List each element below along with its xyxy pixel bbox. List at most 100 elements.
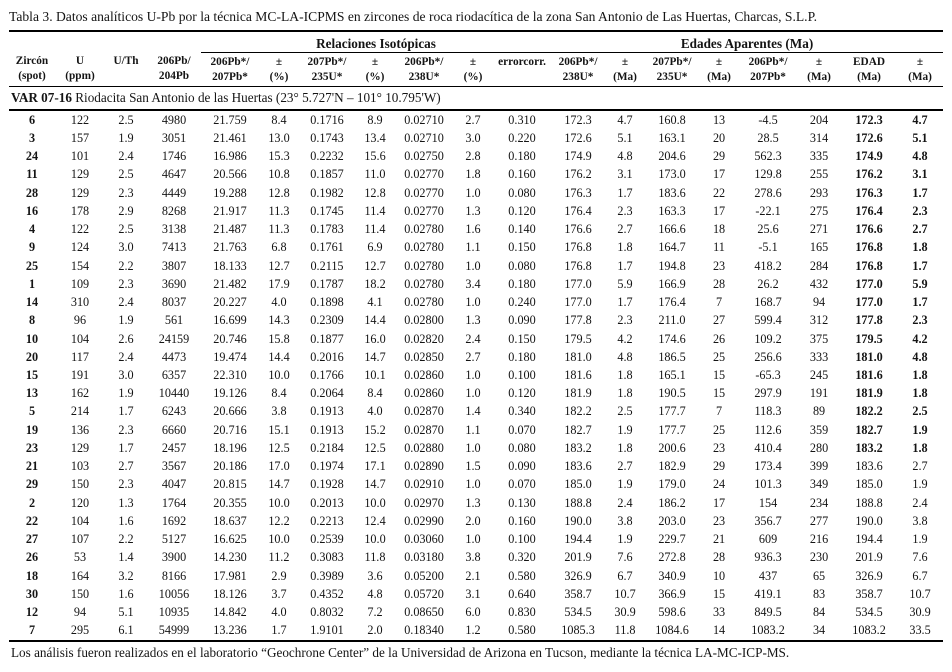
cell-u-ppm: 104 bbox=[70, 513, 90, 528]
cell-age-207pb-235u: 166.9 bbox=[658, 276, 686, 291]
cell-err-pct-2: 4.8 bbox=[367, 586, 383, 601]
cell-age-206pb-207pb: 28.5 bbox=[757, 130, 779, 145]
cell-206pb-207pb: 16.699 bbox=[213, 313, 247, 328]
col-header-err-ma-1: ± (Ma) bbox=[605, 52, 646, 88]
cell-err-ma-2: 18 bbox=[712, 222, 726, 237]
cell-err-pct-1: 12.5 bbox=[268, 440, 290, 455]
cell-err-ma-3: 335 bbox=[809, 149, 829, 164]
cell-err-ma-4: 2.7 bbox=[912, 459, 928, 474]
cell-u-ppm: 53 bbox=[73, 550, 87, 565]
cell-age-206pb-207pb: 437 bbox=[758, 568, 778, 583]
cell-206pb-207pb: 19.288 bbox=[213, 185, 247, 200]
cell-err-ma-3: 359 bbox=[809, 422, 829, 437]
cell-206pb-238u: 0.05200 bbox=[404, 568, 444, 583]
cell-u-th: 3.0 bbox=[118, 240, 134, 255]
cell-zircon-spot: 28 bbox=[25, 185, 39, 200]
cell-u-ppm: 129 bbox=[70, 167, 90, 182]
cell-age-207pb-235u: 186.5 bbox=[658, 349, 686, 364]
cell-u-ppm: 150 bbox=[70, 477, 90, 492]
cell-age-206pb-207pb: 109.2 bbox=[754, 331, 782, 346]
cell-edad: 183.6 bbox=[855, 459, 883, 474]
cell-age-206pb-207pb: -22.1 bbox=[755, 203, 781, 218]
cell-err-pct-3: 3.8 bbox=[465, 550, 481, 565]
cell-edad: 182.7 bbox=[855, 422, 883, 437]
cell-u-ppm: 129 bbox=[70, 440, 90, 455]
cell-206pb-204pb: 4647 bbox=[161, 167, 187, 182]
cell-zircon-spot: 21 bbox=[25, 459, 39, 474]
cell-err-pct-3: 2.7 bbox=[465, 112, 481, 127]
cell-206pb-207pb: 22.310 bbox=[213, 368, 247, 383]
column-header-row: Zircón (spot) U (ppm) U/Th 206Pb/204Pb 206Pb*/… bbox=[9, 52, 944, 88]
cell-err-pct-2: 2.0 bbox=[367, 623, 383, 638]
cell-206pb-238u: 0.02820 bbox=[404, 331, 444, 346]
cell-zircon-spot: 25 bbox=[25, 258, 39, 273]
cell-err-pct-1: 17.9 bbox=[268, 276, 290, 291]
table-row: 13 162 1.9 10440 19.126 8.4 0.2064 8.4 0.02860 1.… bbox=[9, 385, 943, 403]
cell-err-pct-3: 1.4 bbox=[465, 404, 481, 419]
cell-age-207pb-235u: 204.6 bbox=[658, 149, 686, 164]
cell-edad: 177.0 bbox=[855, 295, 883, 310]
cell-err-ma-4: 4.2 bbox=[912, 331, 928, 346]
cell-age-206pb-238u: 176.8 bbox=[564, 240, 592, 255]
table-row: 5 214 1.7 6243 20.666 3.8 0.1913 4.0 0.02870 1.4 0… bbox=[9, 403, 943, 421]
cell-206pb-238u: 0.02800 bbox=[404, 313, 444, 328]
cell-zircon-spot: 14 bbox=[25, 295, 39, 310]
cell-206pb-238u: 0.02890 bbox=[404, 459, 444, 474]
cell-u-ppm: 150 bbox=[70, 586, 90, 601]
cell-age-206pb-238u: 176.2 bbox=[564, 167, 592, 182]
cell-u-th: 2.3 bbox=[118, 477, 134, 492]
cell-age-207pb-235u: 160.8 bbox=[658, 112, 686, 127]
cell-206pb-238u: 0.02780 bbox=[404, 240, 444, 255]
table-row: 2 120 1.3 1764 20.355 10.0 0.2013 10.0 0.02970 1.… bbox=[9, 494, 943, 512]
cell-206pb-207pb: 18.196 bbox=[213, 440, 247, 455]
group-header-row: Relaciones Isotópicas Edades Aparentes (… bbox=[9, 30, 944, 53]
cell-206pb-207pb: 21.487 bbox=[213, 222, 247, 237]
cell-err-ma-4: 2.4 bbox=[912, 495, 928, 510]
cell-err-ma-2: 15 bbox=[712, 386, 726, 401]
cell-206pb-238u: 0.02850 bbox=[404, 349, 444, 364]
cell-206pb-204pb: 4047 bbox=[161, 477, 187, 492]
cell-err-ma-1: 1.9 bbox=[617, 477, 633, 492]
cell-207pb-235u: 0.2309 bbox=[310, 313, 344, 328]
cell-207pb-235u: 0.1877 bbox=[310, 331, 344, 346]
cell-age-206pb-238u: 176.6 bbox=[564, 222, 592, 237]
cell-edad: 188.8 bbox=[855, 495, 883, 510]
cell-err-pct-2: 11.4 bbox=[364, 222, 386, 237]
cell-err-pct-1: 4.0 bbox=[271, 295, 287, 310]
cell-err-pct-2: 11.4 bbox=[364, 203, 386, 218]
cell-age-207pb-235u: 598.6 bbox=[658, 605, 686, 620]
cell-zircon-spot: 1 bbox=[28, 276, 36, 291]
cell-206pb-204pb: 10056 bbox=[158, 586, 190, 601]
col-header-err-ma-4: ± (Ma) bbox=[897, 52, 944, 88]
cell-206pb-204pb: 8268 bbox=[161, 203, 187, 218]
cell-zircon-spot: 5 bbox=[28, 404, 36, 419]
cell-age-207pb-235u: 176.4 bbox=[658, 295, 686, 310]
cell-err-ma-3: 275 bbox=[809, 203, 829, 218]
cell-206pb-204pb: 5127 bbox=[161, 532, 187, 547]
cell-206pb-204pb: 8037 bbox=[161, 295, 187, 310]
table-row: 18 164 3.2 8166 17.981 2.9 0.3989 3.6 0.05200 2.1… bbox=[9, 567, 943, 585]
cell-age-207pb-235u: 166.6 bbox=[658, 222, 686, 237]
cell-err-ma-4: 6.7 bbox=[912, 568, 928, 583]
table-row: 10 104 2.6 24159 20.746 15.8 0.1877 16.0 0.02820… bbox=[9, 330, 943, 348]
cell-err-pct-1: 15.1 bbox=[268, 422, 290, 437]
cell-206pb-207pb: 20.186 bbox=[213, 459, 247, 474]
cell-edad: 177.8 bbox=[855, 313, 883, 328]
cell-err-ma-2: 21 bbox=[712, 532, 726, 547]
cell-age-206pb-238u: 185.0 bbox=[564, 477, 592, 492]
cell-age-206pb-207pb: 418.2 bbox=[754, 258, 782, 273]
cell-err-ma-4: 5.1 bbox=[912, 130, 928, 145]
cell-err-ma-3: 245 bbox=[809, 368, 829, 383]
cell-err-ma-3: 83 bbox=[812, 586, 826, 601]
cell-err-ma-1: 1.8 bbox=[617, 386, 633, 401]
footnote: Los análisis fueron realizados en el lab… bbox=[11, 645, 790, 661]
cell-206pb-207pb: 21.482 bbox=[213, 276, 247, 291]
cell-u-ppm: 310 bbox=[70, 295, 90, 310]
cell-err-ma-1: 5.1 bbox=[617, 130, 633, 145]
cell-zircon-spot: 12 bbox=[25, 605, 39, 620]
cell-u-th: 2.2 bbox=[118, 532, 134, 547]
cell-err-pct-1: 14.4 bbox=[268, 349, 290, 364]
cell-206pb-207pb: 18.126 bbox=[213, 586, 247, 601]
cell-206pb-204pb: 1692 bbox=[161, 513, 187, 528]
cell-zircon-spot: 10 bbox=[25, 331, 39, 346]
